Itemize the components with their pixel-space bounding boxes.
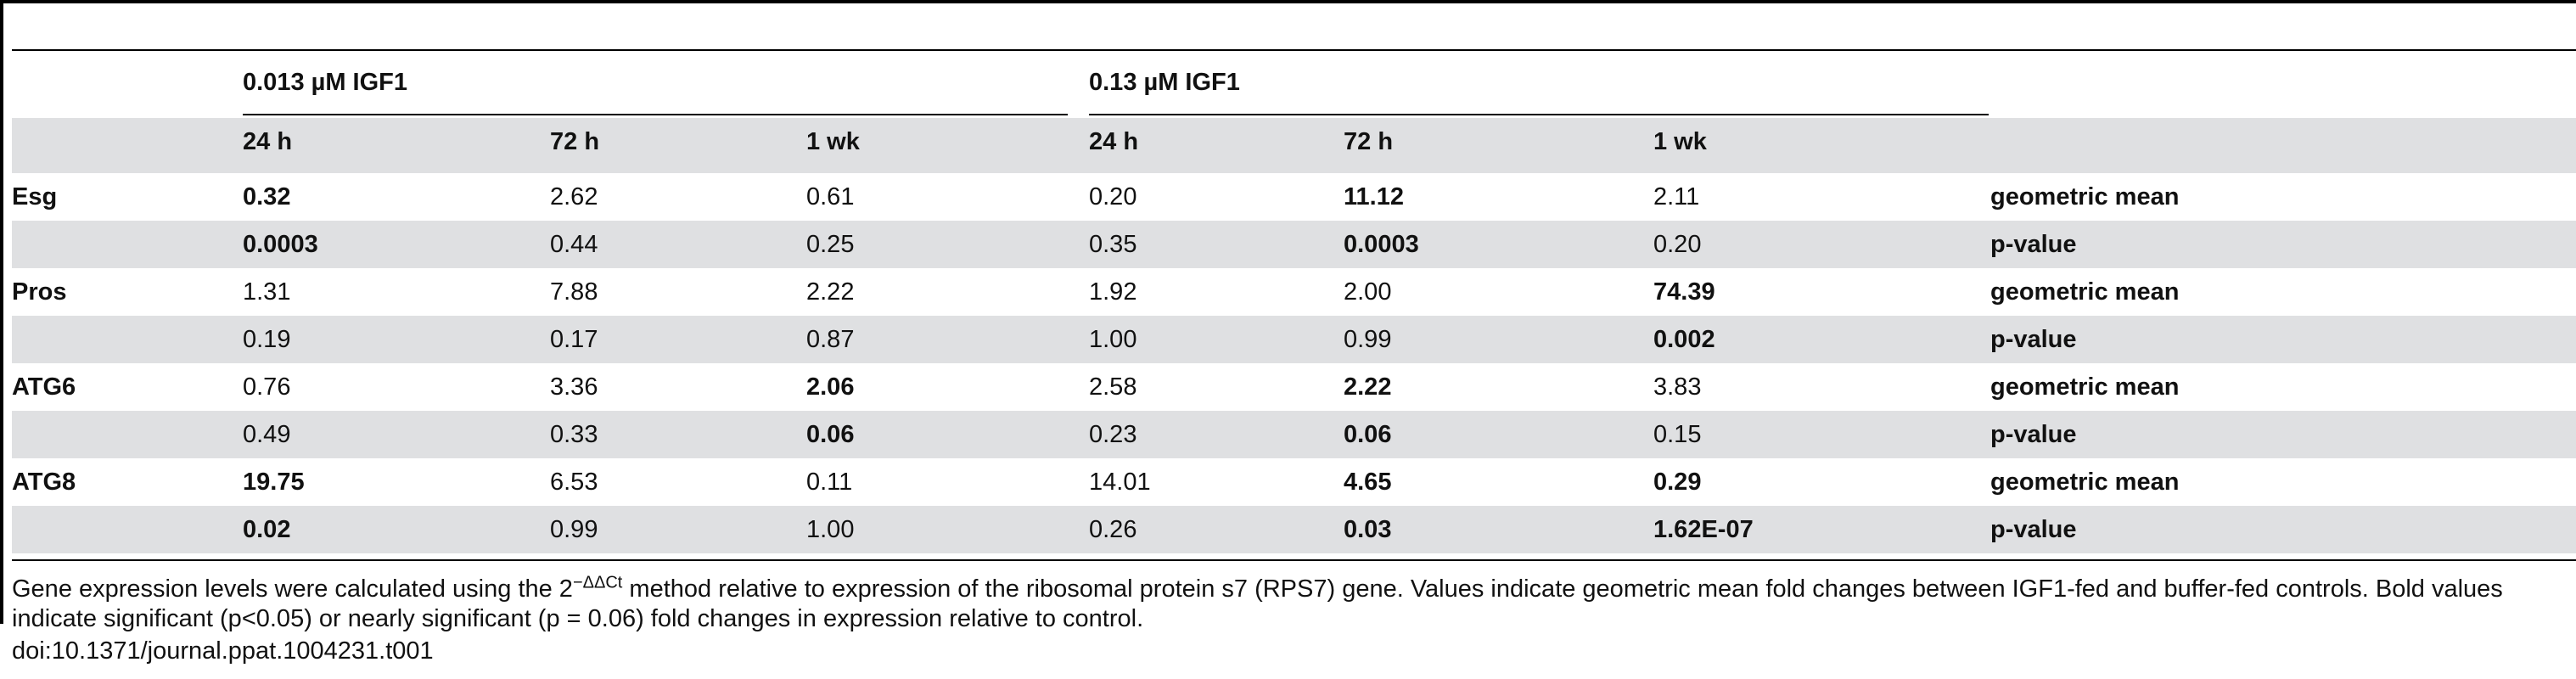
value-cell: 0.0003 bbox=[243, 221, 550, 268]
value-cell: 0.99 bbox=[1344, 316, 1653, 363]
value-cell: 0.20 bbox=[1653, 221, 1990, 268]
value-cell: 2.06 bbox=[806, 373, 855, 401]
value-cell: 0.19 bbox=[243, 316, 550, 363]
value-cell: 0.06 bbox=[1344, 411, 1653, 458]
value-cell: 2.22 bbox=[1344, 373, 1392, 401]
subheader-band bbox=[12, 118, 2576, 173]
gene-label bbox=[12, 411, 243, 458]
value-cell: 7.88 bbox=[550, 278, 598, 306]
value-cell: 2.58 bbox=[1089, 373, 1137, 401]
value-cell: 0.0003 bbox=[1344, 221, 1653, 268]
value-cell: 2.00 bbox=[1344, 278, 1392, 306]
gene-label: Esg bbox=[12, 183, 58, 210]
group-header-low-dose: 0.013 µM IGF1 bbox=[243, 69, 408, 96]
value-cell: 0.26 bbox=[1089, 506, 1344, 553]
gene-label: ATG6 bbox=[12, 373, 76, 401]
value-cell: 0.32 bbox=[243, 183, 291, 210]
value-cell: 19.75 bbox=[243, 469, 305, 496]
value-cell: 0.87 bbox=[806, 316, 1089, 363]
table-row: 0.02 0.99 1.00 0.26 0.03 1.62E-07 p-value bbox=[12, 506, 2576, 553]
gene-label bbox=[12, 506, 243, 553]
value-cell: 3.36 bbox=[550, 373, 598, 401]
statistic-label: geometric mean bbox=[1990, 373, 2180, 401]
value-cell: 2.22 bbox=[806, 278, 855, 306]
value-cell: 1.92 bbox=[1089, 278, 1137, 306]
value-cell: 0.99 bbox=[550, 506, 806, 553]
statistic-label: geometric mean bbox=[1990, 469, 2180, 496]
value-cell: 74.39 bbox=[1653, 278, 1715, 306]
value-cell: 0.02 bbox=[243, 506, 550, 553]
value-cell: 1.00 bbox=[806, 506, 1089, 553]
footnote-superscript: −ΔΔCt bbox=[572, 573, 623, 592]
statistic-label: p-value bbox=[1990, 316, 2576, 363]
value-cell: 0.76 bbox=[243, 373, 291, 401]
value-cell: 0.06 bbox=[806, 411, 1089, 458]
statistic-label: geometric mean bbox=[1990, 183, 2180, 210]
group-underline-high-dose bbox=[1089, 114, 1989, 115]
subheader-24h-high: 24 h bbox=[1089, 128, 1139, 155]
statistic-label: geometric mean bbox=[1990, 278, 2180, 306]
left-border bbox=[0, 0, 3, 624]
table-row: Esg 0.32 2.62 0.61 0.20 11.12 2.11 geometric me… bbox=[12, 173, 2576, 221]
value-cell: 6.53 bbox=[550, 469, 598, 496]
table-row: ATG6 0.76 3.36 2.06 2.58 2.22 3.83 geometric me… bbox=[12, 363, 2576, 411]
doi-label: doi:10.1371/journal.ppat.1004231.t001 bbox=[12, 637, 434, 665]
value-cell: 1.00 bbox=[1089, 316, 1344, 363]
value-cell: 0.61 bbox=[806, 183, 855, 210]
statistic-label: p-value bbox=[1990, 221, 2576, 268]
table-row: 0.19 0.17 0.87 1.00 0.99 0.002 p-value bbox=[12, 316, 2576, 363]
expression-table: Esg 0.32 2.62 0.61 0.20 11.12 2.11 geometric me… bbox=[12, 173, 2576, 553]
value-cell: 3.83 bbox=[1653, 373, 1702, 401]
group-header-high-dose: 0.13 µM IGF1 bbox=[1089, 69, 1240, 96]
footnote-text-end: method relative to expression of the rib… bbox=[12, 575, 2503, 632]
gene-label: Pros bbox=[12, 278, 67, 306]
table-row: Pros 1.31 7.88 2.22 1.92 2.00 74.39 geometric m… bbox=[12, 268, 2576, 316]
table-row: 0.0003 0.44 0.25 0.35 0.0003 0.20 p-value bbox=[12, 221, 2576, 268]
value-cell: 0.35 bbox=[1089, 221, 1344, 268]
value-cell: 0.29 bbox=[1653, 469, 1702, 496]
subheader-72h-low: 72 h bbox=[550, 128, 600, 155]
subheader-24h-low: 24 h bbox=[243, 128, 293, 155]
value-cell: 0.25 bbox=[806, 221, 1089, 268]
value-cell: 11.12 bbox=[1344, 183, 1404, 210]
value-cell: 1.62E-07 bbox=[1653, 506, 1990, 553]
value-cell: 0.20 bbox=[1089, 183, 1137, 210]
subheader-1wk-low: 1 wk bbox=[806, 128, 860, 155]
value-cell: 0.23 bbox=[1089, 411, 1344, 458]
group-underline-low-dose bbox=[243, 114, 1068, 115]
statistic-label: p-value bbox=[1990, 506, 2576, 553]
value-cell: 0.15 bbox=[1653, 411, 1990, 458]
footnote-text-start: Gene expression levels were calculated u… bbox=[12, 575, 573, 603]
value-cell: 4.65 bbox=[1344, 469, 1392, 496]
subheader-72h-high: 72 h bbox=[1344, 128, 1394, 155]
value-cell: 0.03 bbox=[1344, 506, 1653, 553]
value-cell: 0.33 bbox=[550, 411, 806, 458]
value-cell: 14.01 bbox=[1089, 469, 1151, 496]
value-cell: 0.49 bbox=[243, 411, 550, 458]
table-bottom-rule bbox=[12, 559, 2576, 561]
value-cell: 2.62 bbox=[550, 183, 598, 210]
value-cell: 2.11 bbox=[1653, 183, 1700, 210]
table-row: ATG8 19.75 6.53 0.11 14.01 4.65 0.29 geometric … bbox=[12, 458, 2576, 506]
gene-label bbox=[12, 221, 243, 268]
table-footnote: Gene expression levels were calculated u… bbox=[12, 573, 2567, 634]
header-rule bbox=[12, 49, 2576, 51]
value-cell: 0.44 bbox=[550, 221, 806, 268]
statistic-label: p-value bbox=[1990, 411, 2576, 458]
value-cell: 0.17 bbox=[550, 316, 806, 363]
gene-label bbox=[12, 316, 243, 363]
value-cell: 0.002 bbox=[1653, 316, 1990, 363]
value-cell: 0.11 bbox=[806, 469, 853, 496]
subheader-1wk-high: 1 wk bbox=[1653, 128, 1707, 155]
top-rule bbox=[0, 0, 2576, 3]
value-cell: 1.31 bbox=[243, 278, 291, 306]
table-row: 0.49 0.33 0.06 0.23 0.06 0.15 p-value bbox=[12, 411, 2576, 458]
gene-label: ATG8 bbox=[12, 469, 76, 496]
